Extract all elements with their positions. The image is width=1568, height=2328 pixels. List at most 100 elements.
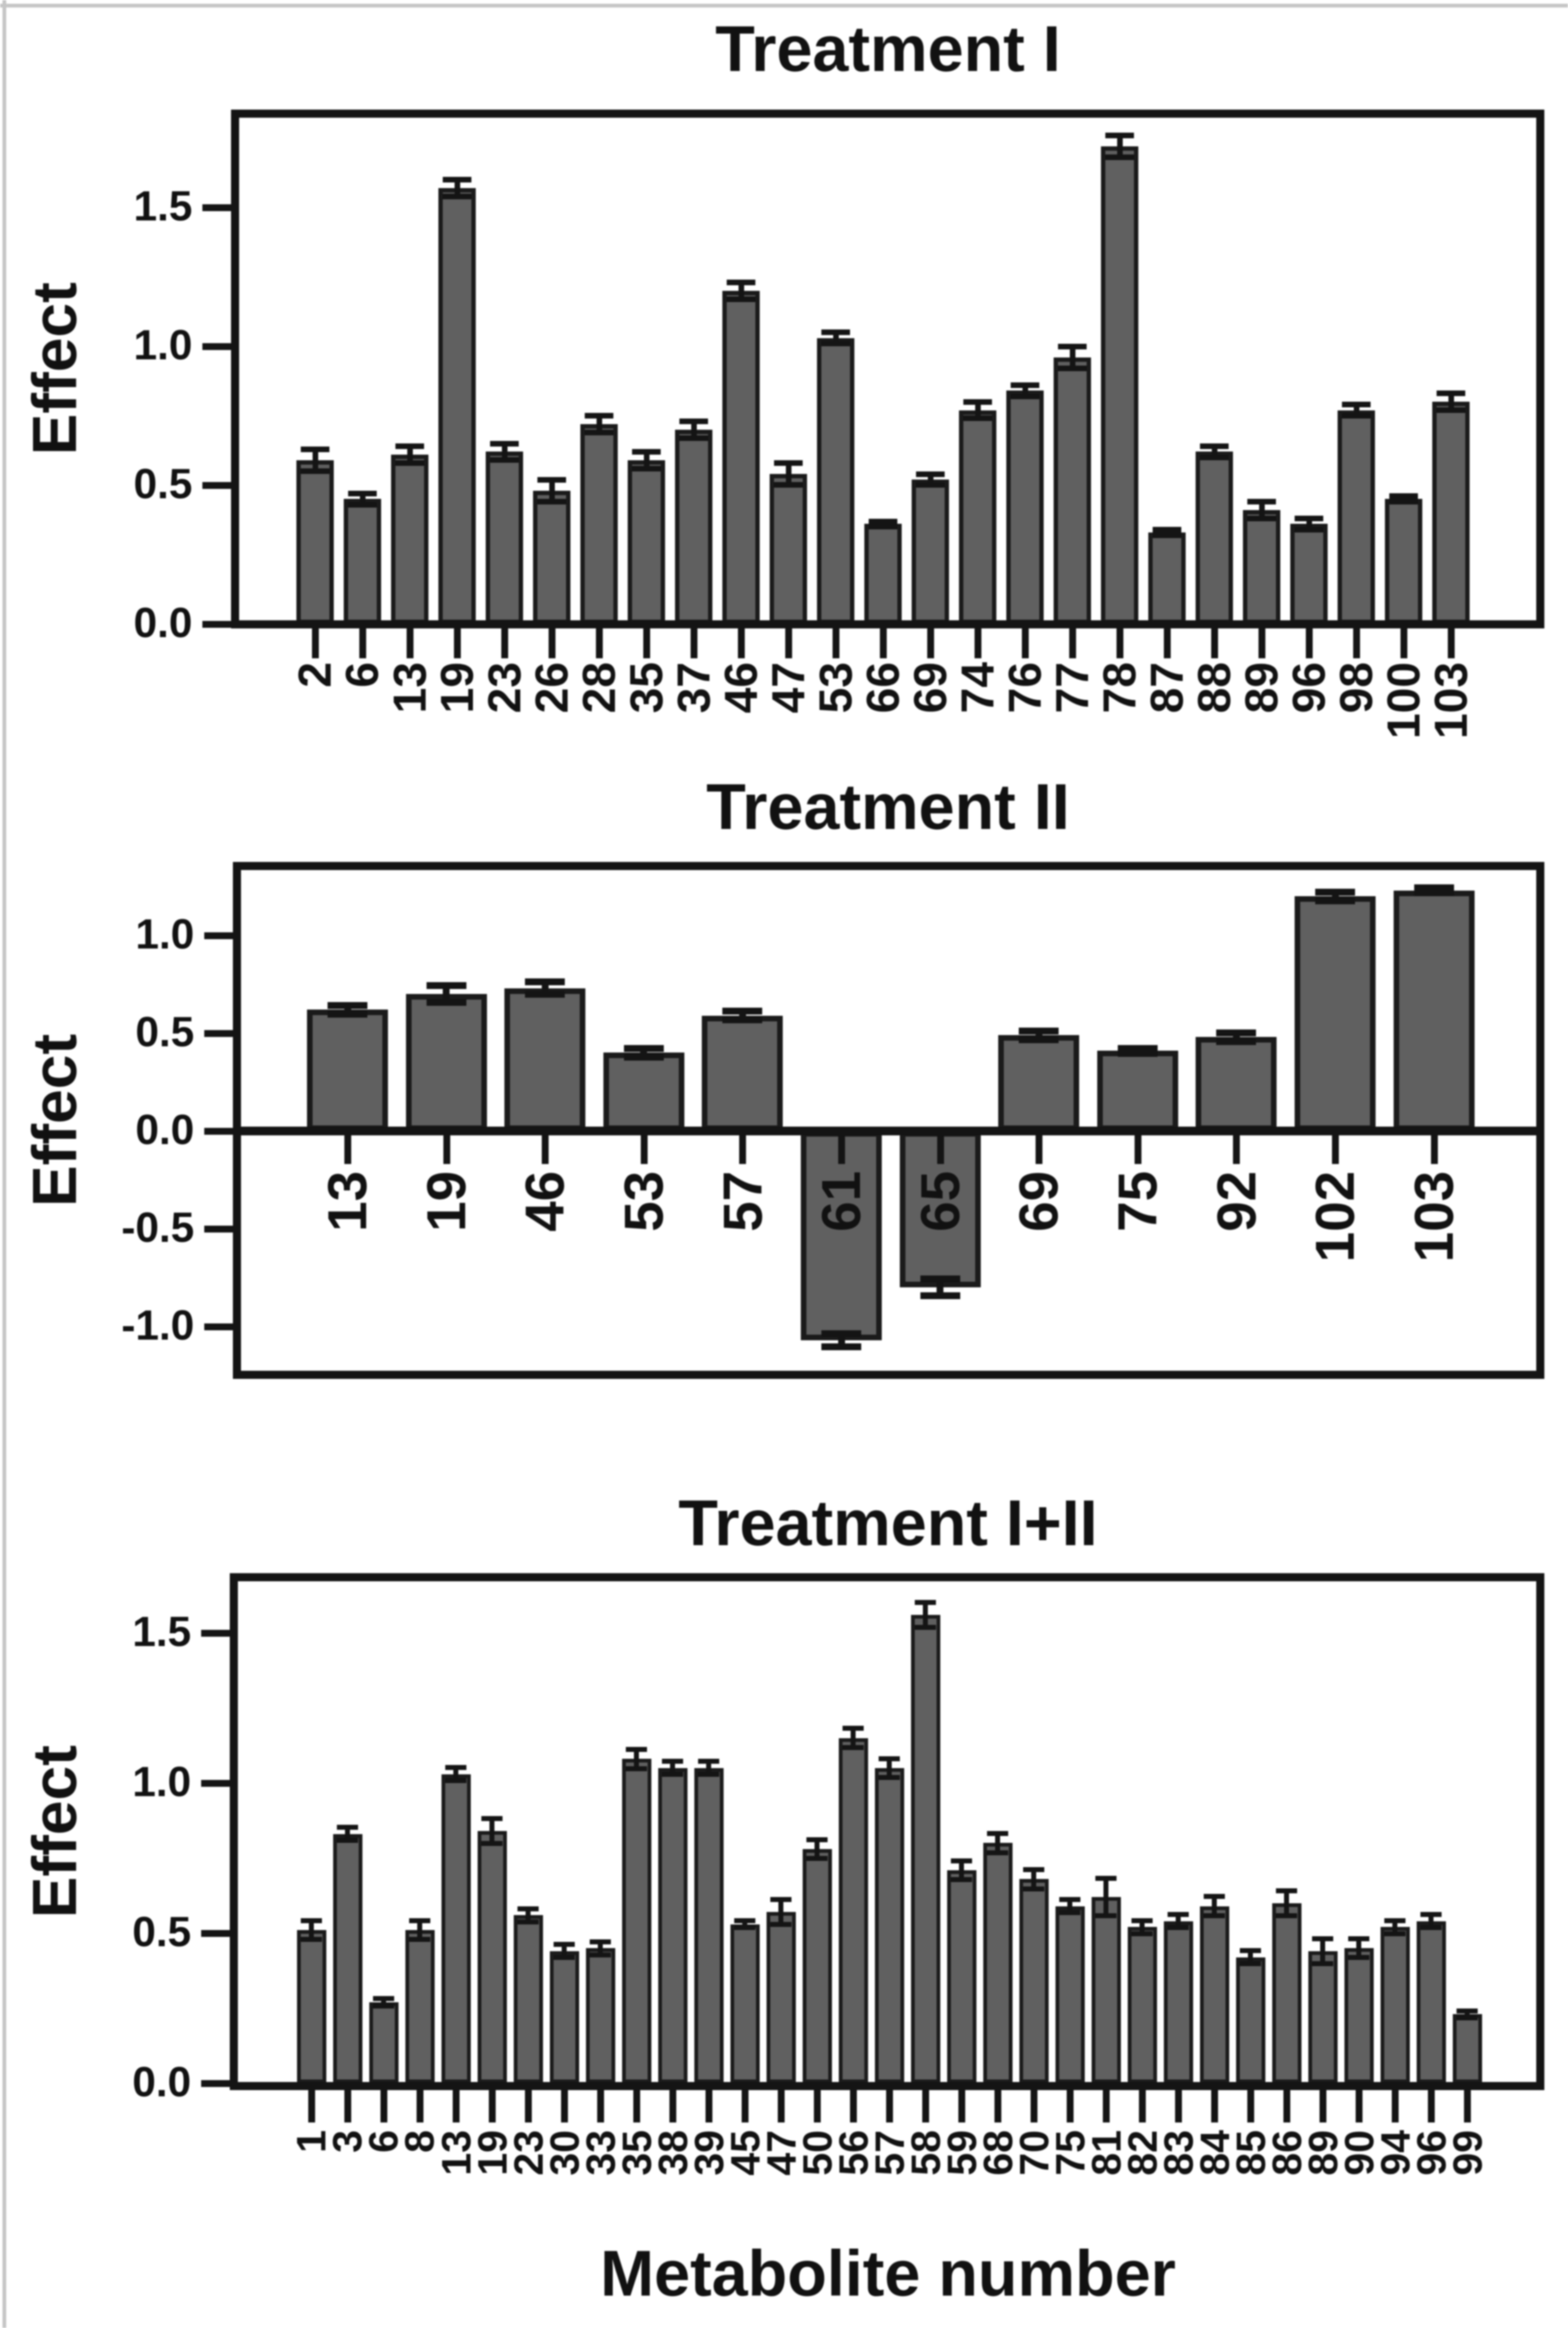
x-tick-label: 2 [289,662,341,688]
error-bar-line [1035,1027,1042,1043]
error-bar-line [1248,1948,1253,1966]
x-tick [1036,1135,1043,1164]
x-tick [778,2090,785,2122]
error-bar-cap [395,460,424,466]
x-tick [1332,1135,1339,1164]
x-tick-label: 89 [1235,662,1287,714]
bar-74 [959,410,996,624]
error-bar-cap [1420,1912,1442,1918]
error-bar-line [596,413,602,435]
plot-box [231,110,1544,628]
y-tick [201,1930,230,1937]
error-bar-cap [879,1756,900,1761]
error-bar-line [995,1831,1000,1855]
x-tick [1175,2090,1182,2122]
error-bar-cap [1312,1961,1333,1967]
x-tick-label: 13 [316,1171,378,1232]
error-bar-cap [1276,1913,1297,1918]
plot-box [230,1573,1544,2090]
error-bar-cap [1348,1936,1369,1941]
x-tick-label: 46 [715,662,767,714]
error-bar-line [549,476,555,505]
error-bar-cap [1342,412,1371,419]
error-bar-line [309,1918,314,1942]
x-tick-label: 46 [514,1171,576,1232]
x-tick [312,628,319,658]
x-tick-label: 78 [1093,662,1145,714]
error-bar-line [359,490,366,508]
x-tick [1448,628,1455,658]
x-tick-label: 96 [1283,662,1334,714]
error-bar-cap [623,1053,664,1061]
error-bar-cap [1200,443,1229,450]
error-bar-cap [916,471,945,477]
error-bar-line [778,1897,783,1928]
y-tick-label: 1.0 [132,1758,191,1805]
error-bar-cap [821,341,850,346]
error-bar-cap [1315,888,1355,896]
bar-96 [1416,1921,1446,2083]
y-tick-label: 0.0 [135,1106,194,1153]
error-bar-cap [1348,1955,1369,1961]
x-tick [738,628,745,658]
bar-53 [817,338,854,624]
error-bar-cap [426,982,466,990]
error-bar-line [739,1008,746,1024]
y-tick [202,204,231,211]
error-bar-cap [1058,366,1087,372]
bar-19 [477,1831,507,2083]
x-tick [640,1135,648,1164]
error-bar-cap [821,1330,861,1338]
x-tick [994,2090,1001,2122]
error-bar-cap [1023,1886,1044,1891]
x-tick [549,628,555,658]
x-tick [886,2090,893,2122]
error-bar-cap [987,1831,1008,1837]
error-bar-cap [525,991,565,998]
x-tick [1430,1135,1438,1164]
x-tick-label: 87 [1141,662,1193,714]
bar-99 [1452,2014,1482,2083]
error-bar-line [541,978,549,998]
error-bar-cap [1295,516,1323,522]
x-tick-label: 26 [526,662,577,714]
x-tick [850,2090,857,2122]
x-tick-label: 74 [952,662,1003,714]
error-bar-cap [585,429,613,435]
bar-85 [1235,1957,1265,2083]
x-tick-label: 75 [1106,1171,1168,1232]
error-bar-line [1392,1918,1397,1936]
error-bar-line [312,446,318,475]
bar-3 [333,1834,362,2083]
error-bar-line [407,443,413,466]
x-tick-label: 19 [415,1171,477,1232]
x-tick-label: 98 [1330,662,1382,714]
error-bar-line [927,471,933,488]
bar-86 [1272,1903,1301,2083]
error-bar-cap [662,1772,683,1777]
x-tick [922,2090,929,2122]
error-bar-cap [481,1841,503,1847]
x-tick [706,2090,712,2122]
chart-title: Treatment I [715,13,1061,85]
bar-2 [296,460,334,624]
error-bar-cap [445,1778,466,1783]
error-bar-cap [1059,1897,1080,1903]
error-bar-line [489,1816,494,1847]
error-bar-cap [915,1625,936,1630]
error-bar-cap [1437,407,1465,414]
error-bar-cap [1117,1049,1158,1057]
error-bar-cap [554,1942,575,1947]
error-bar-cap [1389,499,1418,505]
error-bar-cap [1019,1027,1059,1034]
error-bar-line [1306,516,1312,532]
bar-103 [1393,890,1475,1131]
x-tick [1464,2090,1471,2122]
error-bar-line [833,329,839,346]
x-tick [1320,2090,1326,2122]
x-tick [691,628,697,658]
error-bar-line [1022,382,1028,399]
error-bar-cap [821,1343,861,1350]
error-bar-cap [1216,1029,1257,1036]
